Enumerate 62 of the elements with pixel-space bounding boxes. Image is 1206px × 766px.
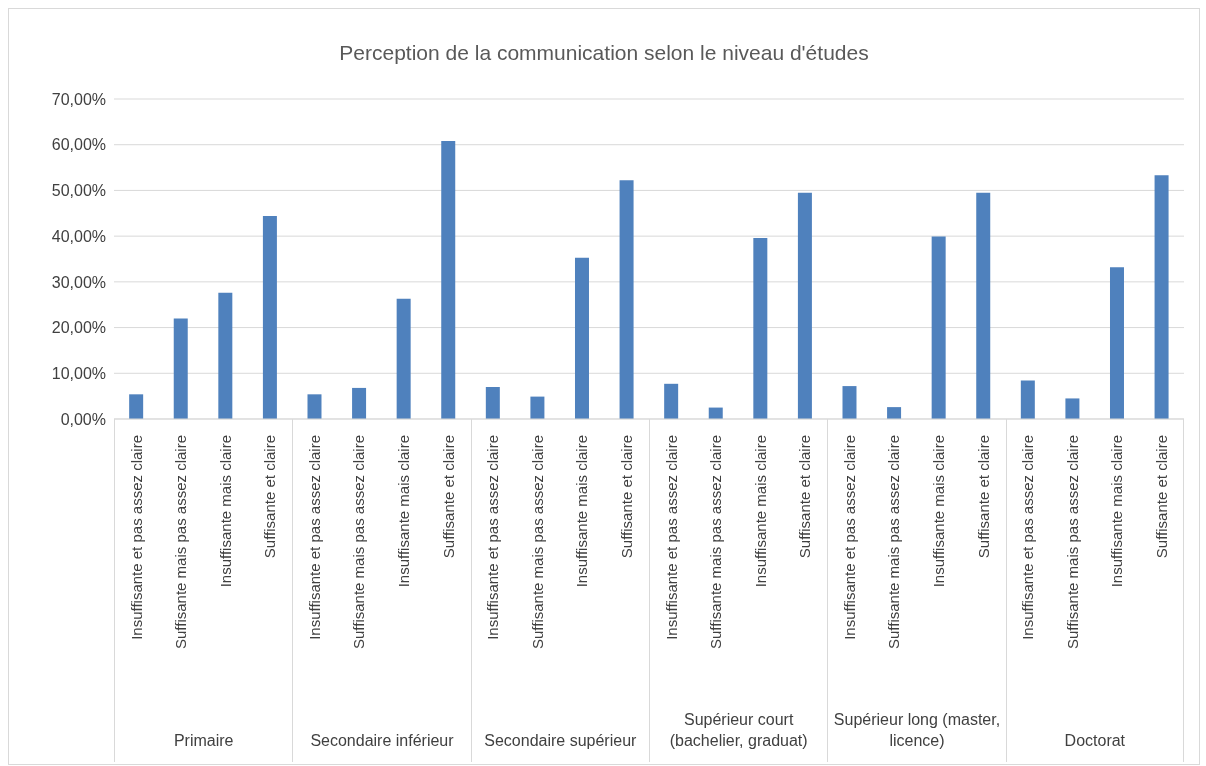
y-tick-label: 10,00% (51, 364, 106, 382)
x-tick-label: Suffisante et claire (617, 435, 635, 559)
x-tick-label: Suffisante mais pas assez claire (350, 435, 368, 649)
x-tick-label: Suffisante et claire (796, 435, 814, 559)
bar (887, 407, 902, 419)
bar (173, 318, 188, 419)
bar (931, 236, 946, 419)
x-tick-label: Insuffisante mais claire (930, 435, 948, 588)
bar (1065, 398, 1080, 419)
x-tick-label: Suffisante et claire (439, 435, 457, 559)
x-tick-label: Insuffisante et pas assez claire (127, 435, 145, 640)
bar (664, 383, 679, 419)
y-tick-label: 50,00% (51, 182, 106, 200)
x-tick-label: Suffisante mais pas assez claire (172, 435, 190, 649)
x-tick-label: Suffisante et claire (974, 435, 992, 559)
x-tick-label: Suffisante mais pas assez claire (528, 435, 546, 649)
x-tick-label: Insuffisante et pas assez claire (305, 435, 323, 640)
bar (307, 394, 322, 419)
bar (1154, 175, 1169, 419)
bar (262, 216, 277, 419)
y-tick-label: 20,00% (51, 319, 106, 337)
x-tick-label: Insuffisante mais claire (395, 435, 413, 588)
y-tick-label: 0,00% (60, 410, 106, 428)
text: Secondaire inférieur (309, 731, 455, 752)
x-tick-label: Suffisante et claire (261, 435, 279, 559)
bar (574, 257, 589, 419)
chart-title: Perception de la communication selon le niveau d'études (338, 41, 870, 65)
y-tick-label: 40,00% (51, 227, 106, 245)
x-tick-label: Insuffisante et pas assez claire (662, 435, 680, 640)
bar (1109, 267, 1124, 419)
bar (797, 192, 812, 419)
bar (485, 387, 500, 419)
bar (842, 386, 857, 419)
bar (753, 237, 768, 419)
y-tick-label: 70,00% (51, 90, 106, 108)
x-tick-label: Suffisante mais pas assez claire (885, 435, 903, 649)
x-tick-label: Suffisante mais pas assez claire (1063, 435, 1081, 649)
bar (976, 192, 991, 419)
y-tick-label: 60,00% (51, 136, 106, 154)
bar (396, 298, 411, 419)
text: Supérieur long (master, licence) (832, 710, 1002, 752)
x-tick-label: Insuffisante et pas assez claire (484, 435, 502, 640)
bar (352, 387, 367, 419)
text: Primaire (172, 731, 235, 752)
bar (619, 180, 634, 419)
bar (1020, 380, 1035, 419)
x-tick-label: Insuffisante mais claire (216, 435, 234, 588)
x-tick-label: Suffisante mais pas assez claire (707, 435, 725, 649)
x-tick-label: Insuffisante et pas assez claire (840, 435, 858, 640)
x-tick-label: Insuffisante mais claire (751, 435, 769, 588)
x-tick-label: Insuffisante mais claire (573, 435, 591, 588)
x-tick-label: Insuffisante mais claire (1108, 435, 1126, 588)
text: Supérieur court (bachelier, graduat) (668, 710, 809, 752)
bar (218, 292, 233, 419)
y-tick-label: 30,00% (51, 273, 106, 291)
bar (441, 141, 456, 419)
text: Secondaire supérieur (483, 731, 638, 752)
x-tick-label: Insuffisante et pas assez claire (1019, 435, 1037, 640)
x-tick-label: Suffisante et claire (1152, 435, 1170, 559)
bar (530, 396, 545, 419)
bar (129, 394, 144, 419)
text: Doctorat (1063, 731, 1127, 752)
